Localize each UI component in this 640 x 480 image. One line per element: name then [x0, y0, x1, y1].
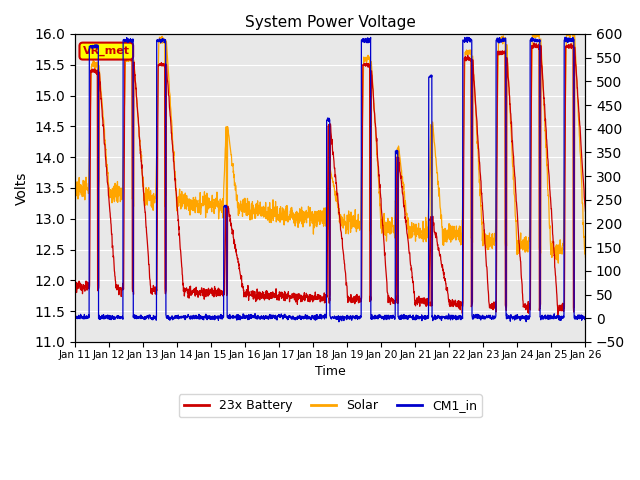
X-axis label: Time: Time [315, 365, 346, 378]
Y-axis label: Volts: Volts [15, 171, 29, 204]
Legend: 23x Battery, Solar, CM1_in: 23x Battery, Solar, CM1_in [179, 395, 482, 417]
Title: System Power Voltage: System Power Voltage [245, 15, 416, 30]
Text: VR_met: VR_met [83, 46, 130, 56]
